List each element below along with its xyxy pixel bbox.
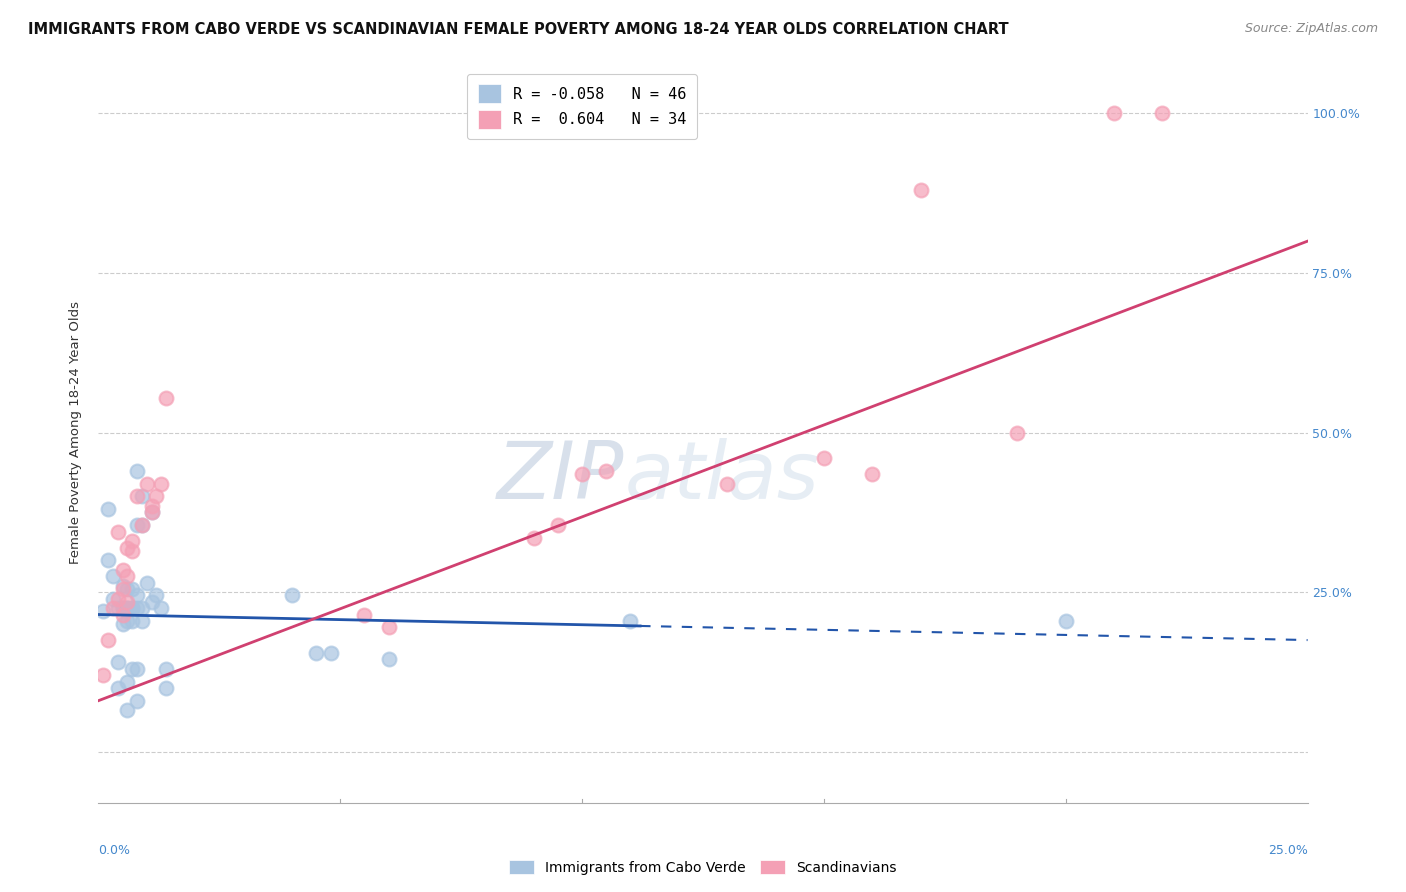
Point	[117, 569, 139, 583]
Point	[131, 518, 153, 533]
Point	[135, 575, 157, 590]
Legend: R = -0.058   N = 46, R =  0.604   N = 34: R = -0.058 N = 46, R = 0.604 N = 34	[467, 74, 697, 139]
Point	[135, 476, 157, 491]
Point	[141, 595, 163, 609]
Point	[111, 617, 134, 632]
Point	[141, 505, 163, 519]
Point	[145, 588, 167, 602]
Point	[1102, 106, 1125, 120]
Point	[107, 591, 129, 606]
Point	[117, 582, 139, 596]
Text: 25.0%: 25.0%	[1268, 844, 1308, 856]
Point	[97, 553, 120, 567]
Point	[107, 524, 129, 539]
Text: 0.0%: 0.0%	[98, 844, 131, 856]
Point	[101, 601, 124, 615]
Text: atlas: atlas	[624, 438, 820, 516]
Point	[107, 656, 129, 670]
Point	[121, 601, 143, 615]
Point	[131, 601, 153, 615]
Point	[155, 662, 177, 676]
Point	[377, 620, 399, 634]
Point	[131, 490, 153, 504]
Point	[127, 662, 149, 676]
Point	[121, 534, 143, 549]
Point	[150, 476, 173, 491]
Point	[111, 582, 134, 596]
Point	[547, 518, 569, 533]
Point	[127, 588, 149, 602]
Point	[111, 607, 134, 622]
Point	[117, 541, 139, 555]
Point	[813, 451, 835, 466]
Point	[571, 467, 593, 482]
Point	[101, 591, 124, 606]
Point	[107, 681, 129, 695]
Point	[595, 464, 617, 478]
Point	[910, 183, 932, 197]
Point	[117, 601, 139, 615]
Point	[111, 601, 134, 615]
Point	[121, 582, 143, 596]
Point	[97, 502, 120, 516]
Point	[91, 604, 114, 618]
Point	[860, 467, 883, 482]
Point	[107, 601, 129, 615]
Point	[121, 662, 143, 676]
Text: ZIP: ZIP	[498, 438, 624, 516]
Y-axis label: Female Poverty Among 18-24 Year Olds: Female Poverty Among 18-24 Year Olds	[69, 301, 83, 564]
Point	[101, 569, 124, 583]
Point	[111, 579, 134, 593]
Point	[619, 614, 641, 628]
Point	[121, 614, 143, 628]
Point	[117, 674, 139, 689]
Point	[131, 518, 153, 533]
Point	[1152, 106, 1174, 120]
Point	[353, 607, 375, 622]
Legend: Immigrants from Cabo Verde, Scandinavians: Immigrants from Cabo Verde, Scandinavian…	[503, 855, 903, 880]
Point	[1054, 614, 1077, 628]
Point	[117, 703, 139, 717]
Point	[117, 601, 139, 615]
Point	[145, 490, 167, 504]
Point	[155, 681, 177, 695]
Point	[127, 464, 149, 478]
Point	[1007, 425, 1029, 440]
Point	[127, 694, 149, 708]
Point	[121, 601, 143, 615]
Point	[127, 518, 149, 533]
Point	[155, 391, 177, 405]
Point	[97, 633, 120, 648]
Point	[117, 614, 139, 628]
Point	[319, 646, 342, 660]
Point	[127, 490, 149, 504]
Point	[141, 499, 163, 513]
Point	[127, 601, 149, 615]
Point	[91, 668, 114, 682]
Point	[523, 531, 546, 545]
Point	[111, 563, 134, 577]
Point	[117, 595, 139, 609]
Point	[305, 646, 328, 660]
Point	[377, 652, 399, 666]
Point	[131, 614, 153, 628]
Point	[111, 601, 134, 615]
Point	[716, 476, 738, 491]
Point	[281, 588, 304, 602]
Text: IMMIGRANTS FROM CABO VERDE VS SCANDINAVIAN FEMALE POVERTY AMONG 18-24 YEAR OLDS : IMMIGRANTS FROM CABO VERDE VS SCANDINAVI…	[28, 22, 1008, 37]
Point	[141, 505, 163, 519]
Text: Source: ZipAtlas.com: Source: ZipAtlas.com	[1244, 22, 1378, 36]
Point	[150, 601, 173, 615]
Point	[121, 543, 143, 558]
